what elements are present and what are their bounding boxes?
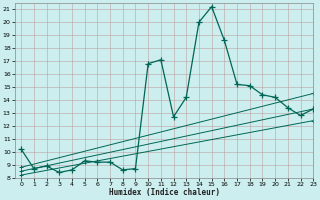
X-axis label: Humidex (Indice chaleur): Humidex (Indice chaleur) bbox=[108, 188, 220, 197]
